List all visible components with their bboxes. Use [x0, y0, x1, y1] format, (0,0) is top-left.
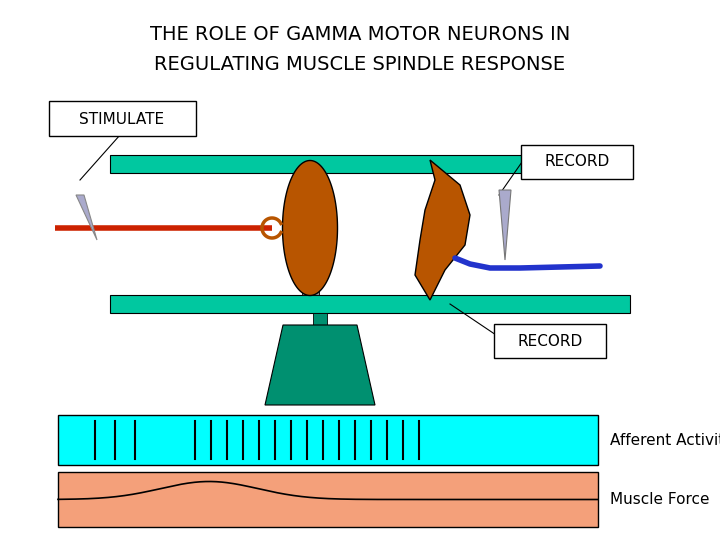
Text: REGULATING MUSCLE SPINDLE RESPONSE: REGULATING MUSCLE SPINDLE RESPONSE: [154, 56, 566, 75]
Bar: [110, 155, 630, 173]
Text: Muscle Force: Muscle Force: [610, 492, 709, 507]
Polygon shape: [76, 195, 97, 240]
Bar: [110, 295, 630, 313]
Text: RECORD: RECORD: [518, 334, 582, 348]
Polygon shape: [415, 160, 470, 300]
Bar: [313, 313, 327, 325]
Polygon shape: [265, 325, 375, 405]
Bar: [58, 472, 598, 527]
FancyBboxPatch shape: [494, 324, 606, 358]
Text: Afferent Activity: Afferent Activity: [610, 433, 720, 448]
Polygon shape: [499, 190, 511, 260]
Text: STIMULATE: STIMULATE: [79, 111, 165, 126]
FancyBboxPatch shape: [49, 101, 196, 136]
Text: THE ROLE OF GAMMA MOTOR NEURONS IN: THE ROLE OF GAMMA MOTOR NEURONS IN: [150, 25, 570, 44]
Bar: [302, 173, 319, 295]
Text: RECORD: RECORD: [544, 154, 610, 170]
FancyBboxPatch shape: [521, 145, 633, 179]
Polygon shape: [282, 160, 338, 295]
Bar: [58, 415, 598, 465]
